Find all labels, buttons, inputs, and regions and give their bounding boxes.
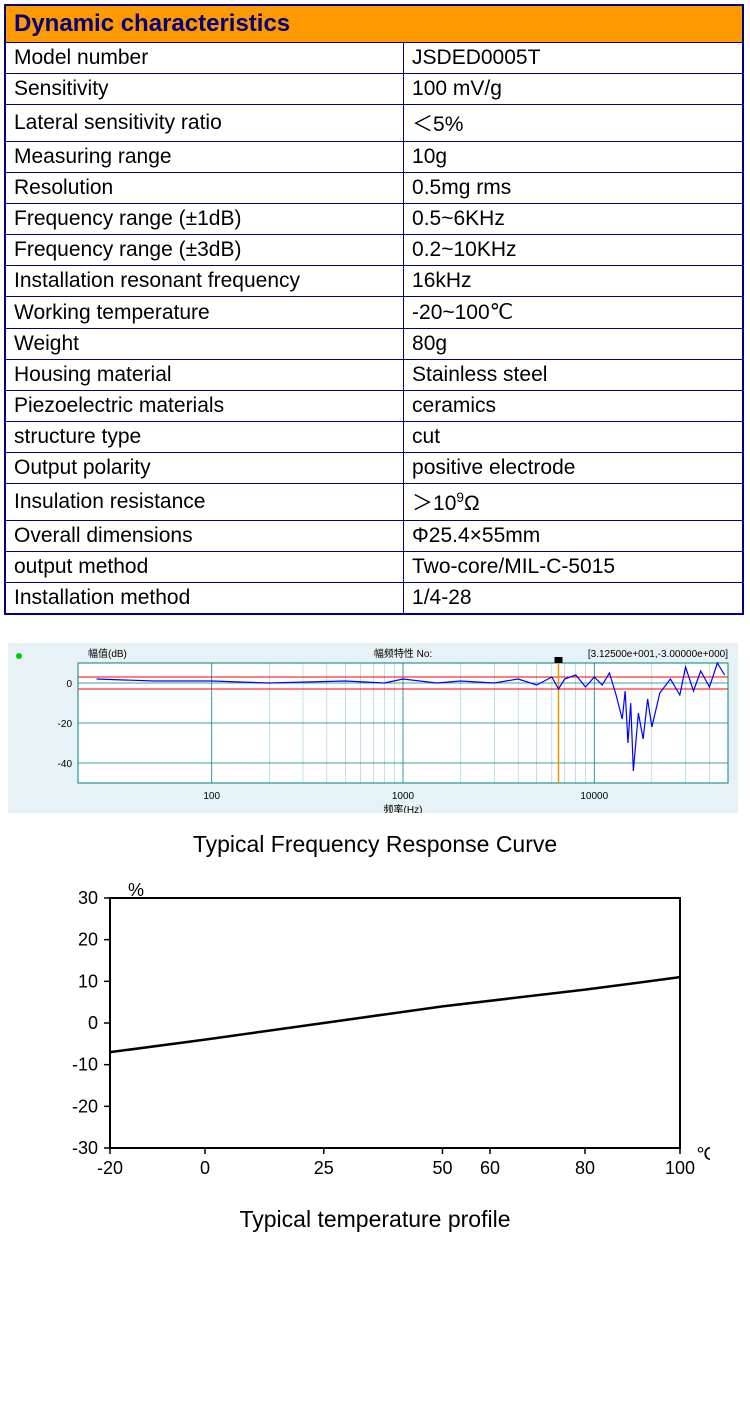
spec-value: 80g: [404, 329, 743, 360]
svg-text:25: 25: [314, 1158, 334, 1178]
spec-label: Installation resonant frequency: [5, 266, 404, 297]
svg-text:℃: ℃: [696, 1144, 710, 1164]
spec-label: Installation method: [5, 583, 404, 615]
spec-value: 0.2~10KHz: [404, 235, 743, 266]
spec-value: Φ25.4×55mm: [404, 521, 743, 552]
spec-value: positive electrode: [404, 453, 743, 484]
temp-chart-caption: Typical temperature profile: [0, 1206, 750, 1233]
spec-label: Output polarity: [5, 453, 404, 484]
spec-value: cut: [404, 422, 743, 453]
table-row: Lateral sensitivity ratio＜5%: [5, 105, 743, 142]
spec-value: 0.5~6KHz: [404, 204, 743, 235]
svg-text:50: 50: [432, 1158, 452, 1178]
svg-text:100: 100: [665, 1158, 695, 1178]
spec-label: Overall dimensions: [5, 521, 404, 552]
table-row: Overall dimensionsΦ25.4×55mm: [5, 521, 743, 552]
table-row: Sensitivity100 mV/g: [5, 74, 743, 105]
svg-text:60: 60: [480, 1158, 500, 1178]
spec-label: Frequency range (±1dB): [5, 204, 404, 235]
svg-text:20: 20: [78, 930, 98, 950]
table-row: Model numberJSDED0005T: [5, 43, 743, 74]
svg-text:[3.12500e+001,-3.00000e+000]: [3.12500e+001,-3.00000e+000]: [588, 649, 728, 660]
table-title: Dynamic characteristics: [5, 5, 743, 43]
spec-value: ＜5%: [404, 105, 743, 142]
temperature-profile-chart: -30-20-100102030-20025506080100%℃: [40, 878, 710, 1188]
svg-text:0: 0: [88, 1013, 98, 1033]
svg-text:1000: 1000: [392, 791, 415, 802]
spec-value: JSDED0005T: [404, 43, 743, 74]
spec-label: Insulation resistance: [5, 484, 404, 521]
spec-value: Two-core/MIL-C-5015: [404, 552, 743, 583]
svg-text:幅值(dB): 幅值(dB): [88, 647, 127, 660]
svg-text:-10: -10: [72, 1055, 98, 1075]
svg-text:80: 80: [575, 1158, 595, 1178]
svg-text:0: 0: [66, 679, 72, 690]
spec-value: Stainless steel: [404, 360, 743, 391]
spec-label: Measuring range: [5, 142, 404, 173]
spec-label: Lateral sensitivity ratio: [5, 105, 404, 142]
svg-text:30: 30: [78, 888, 98, 908]
spec-value: ceramics: [404, 391, 743, 422]
svg-text:100: 100: [203, 791, 220, 802]
table-row: Installation resonant frequency16kHz: [5, 266, 743, 297]
spec-value: 10g: [404, 142, 743, 173]
spec-value: -20~100℃: [404, 297, 743, 329]
svg-text:幅频特性 No:: 幅频特性 No:: [374, 647, 432, 660]
spec-label: output method: [5, 552, 404, 583]
spec-value: ＞109Ω: [404, 484, 743, 521]
spec-label: Weight: [5, 329, 404, 360]
frequency-response-chart: 0 -20 -40 100 1000 10000 幅值(dB) 幅频特性 No: [3.1250…: [8, 643, 738, 813]
table-row: Housing materialStainless steel: [5, 360, 743, 391]
spec-label: Frequency range (±3dB): [5, 235, 404, 266]
svg-text:-20: -20: [72, 1096, 98, 1116]
spec-label: Model number: [5, 43, 404, 74]
spec-label: Housing material: [5, 360, 404, 391]
frequency-response-svg: 0 -20 -40 100 1000 10000 幅值(dB) 幅频特性 No: [3.1250…: [8, 643, 738, 813]
table-row: Frequency range (±1dB)0.5~6KHz: [5, 204, 743, 235]
svg-text:0: 0: [200, 1158, 210, 1178]
spec-value: 100 mV/g: [404, 74, 743, 105]
table-row: Resolution0.5mg rms: [5, 173, 743, 204]
table-row: Insulation resistance＞109Ω: [5, 484, 743, 521]
spec-value: 1/4-28: [404, 583, 743, 615]
table-row: Piezoelectric materialsceramics: [5, 391, 743, 422]
spec-value: 16kHz: [404, 266, 743, 297]
spec-label: Resolution: [5, 173, 404, 204]
svg-text:-30: -30: [72, 1138, 98, 1158]
svg-text:-20: -20: [97, 1158, 123, 1178]
svg-text:10: 10: [78, 971, 98, 991]
svg-text:-20: -20: [58, 719, 73, 730]
table-row: Installation method1/4-28: [5, 583, 743, 615]
svg-text:10000: 10000: [580, 791, 608, 802]
table-row: output methodTwo-core/MIL-C-5015: [5, 552, 743, 583]
spec-label: structure type: [5, 422, 404, 453]
freq-chart-caption: Typical Frequency Response Curve: [0, 831, 750, 858]
table-row: Working temperature-20~100℃: [5, 297, 743, 329]
spec-label: Sensitivity: [5, 74, 404, 105]
table-row: Frequency range (±3dB)0.2~10KHz: [5, 235, 743, 266]
table-row: Weight80g: [5, 329, 743, 360]
table-row: Measuring range10g: [5, 142, 743, 173]
spec-label: Working temperature: [5, 297, 404, 329]
spec-table: Dynamic characteristics Model numberJSDE…: [4, 4, 744, 615]
table-row: Output polaritypositive electrode: [5, 453, 743, 484]
svg-text:频率(Hz): 频率(Hz): [384, 803, 423, 813]
spec-value: 0.5mg rms: [404, 173, 743, 204]
temperature-profile-svg: -30-20-100102030-20025506080100%℃: [40, 878, 710, 1188]
svg-text:%: %: [128, 880, 144, 900]
svg-text:-40: -40: [58, 759, 73, 770]
spec-label: Piezoelectric materials: [5, 391, 404, 422]
table-row: structure typecut: [5, 422, 743, 453]
